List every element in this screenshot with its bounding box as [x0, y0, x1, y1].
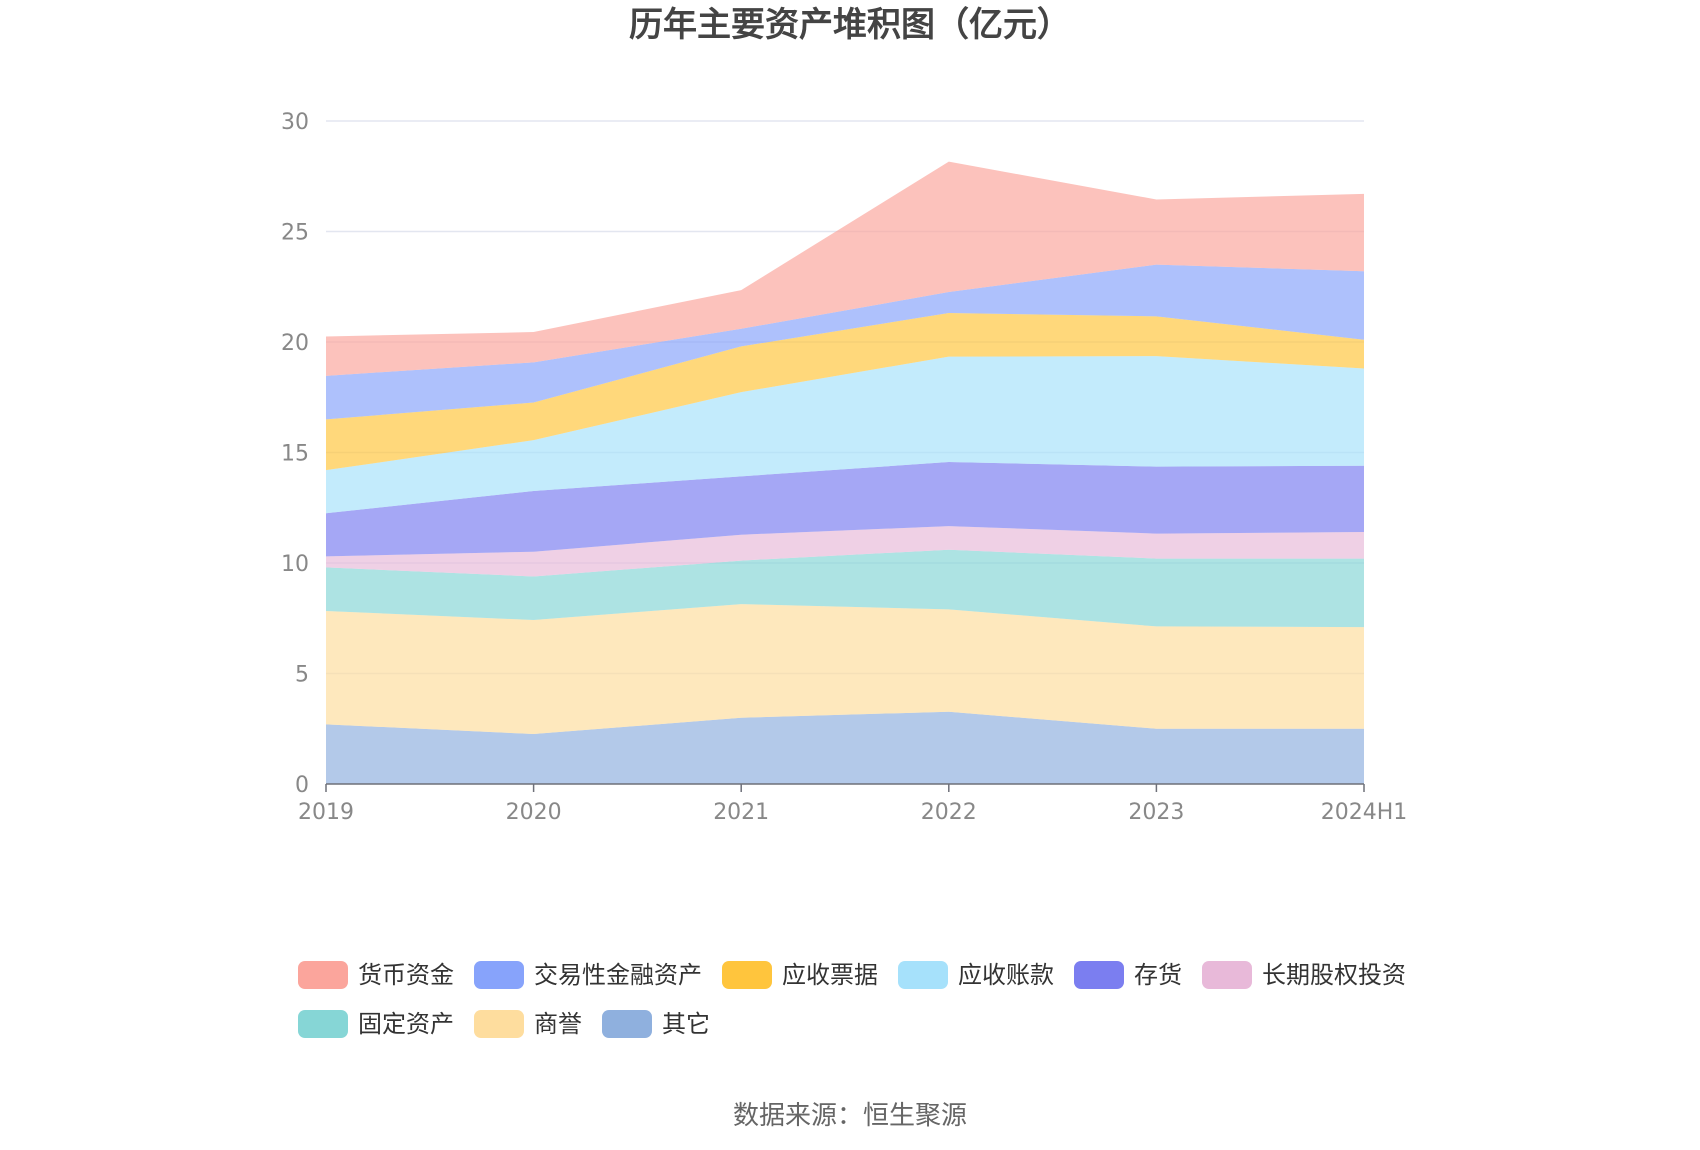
x-tick-label: 2019	[298, 800, 354, 825]
axes: 0 5 10 15 20 25 30 2019 2020 2021 2022 2023 2024H1	[281, 110, 1407, 825]
legend-swatch[interactable]	[474, 1010, 524, 1038]
legend-label[interactable]: 长期股权投资	[1262, 961, 1406, 989]
y-tick-label: 10	[281, 552, 309, 577]
y-tick-label: 15	[281, 442, 309, 467]
x-tick-label: 2020	[506, 800, 562, 825]
area-series-4	[326, 462, 1364, 557]
y-tick-label: 0	[295, 773, 309, 798]
area-series	[326, 161, 1364, 784]
area-series-5	[326, 356, 1364, 514]
legend-swatch[interactable]	[898, 961, 948, 989]
data-source-note: 数据来源：恒生聚源	[733, 1101, 967, 1131]
legend-label[interactable]: 其它	[662, 1010, 710, 1038]
legend-label[interactable]: 货币资金	[358, 961, 454, 989]
legend-label[interactable]: 交易性金融资产	[534, 961, 702, 989]
area-series-6	[326, 313, 1364, 471]
legend-swatch[interactable]	[474, 961, 524, 989]
legend-swatch[interactable]	[298, 1010, 348, 1038]
area-series-7	[326, 264, 1364, 420]
legend-label[interactable]: 应收票据	[782, 961, 878, 989]
legend-label[interactable]: 商誉	[534, 1010, 582, 1038]
x-tick-label: 2024H1	[1321, 800, 1408, 825]
legend-label[interactable]: 固定资产	[358, 1010, 454, 1038]
y-tick-label: 30	[281, 110, 309, 135]
legend-swatch[interactable]	[602, 1010, 652, 1038]
area-series-3	[326, 526, 1364, 577]
y-tick-label: 20	[281, 331, 309, 356]
y-tick-label: 25	[281, 221, 309, 246]
area-series-8	[326, 161, 1364, 376]
area-series-1	[326, 604, 1364, 735]
legend-swatch[interactable]	[1202, 961, 1252, 989]
legend-label[interactable]: 应收账款	[958, 961, 1054, 989]
legend-swatch[interactable]	[722, 961, 772, 989]
chart-title: 历年主要资产堆积图（亿元）	[629, 5, 1071, 45]
legend-swatch[interactable]	[298, 961, 348, 989]
x-tick-label: 2023	[1128, 800, 1184, 825]
legend-swatch[interactable]	[1074, 961, 1124, 989]
x-tick-label: 2022	[921, 800, 977, 825]
area-series-2	[326, 549, 1364, 628]
y-tick-label: 5	[295, 663, 309, 688]
area-series-0	[326, 711, 1364, 784]
x-tick-label: 2021	[713, 800, 769, 825]
legend-label[interactable]: 存货	[1134, 961, 1182, 989]
